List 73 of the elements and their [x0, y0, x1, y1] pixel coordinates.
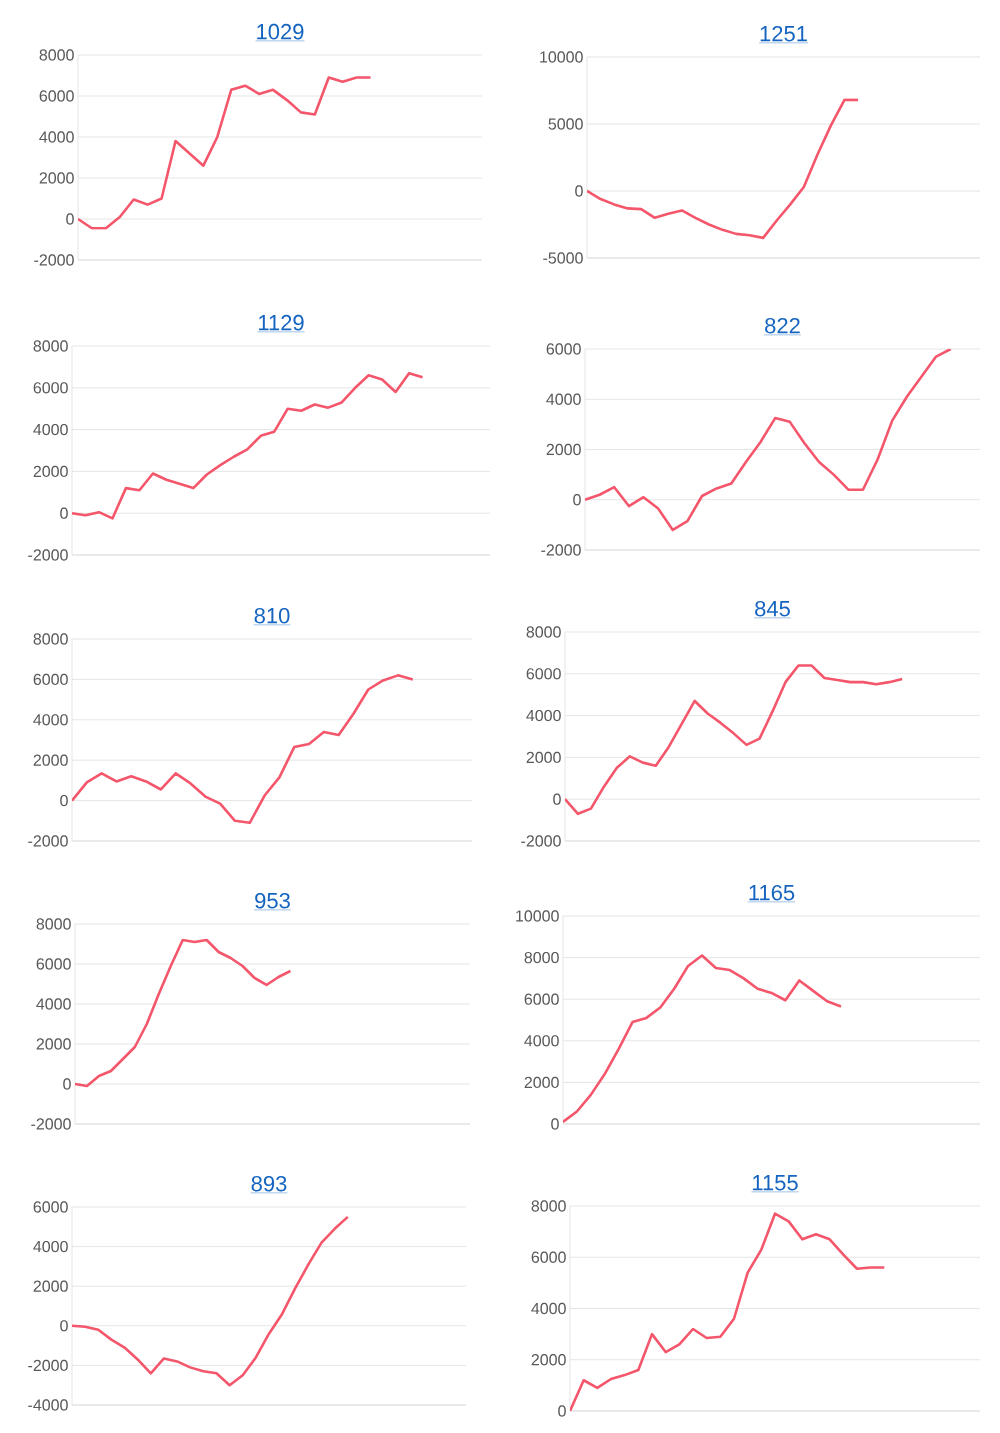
- y-tick-label: 6000: [524, 993, 559, 1005]
- chart-title: 1165: [749, 884, 795, 901]
- y-tick-label: -5000: [543, 252, 583, 264]
- chart-title: 953: [255, 892, 290, 909]
- y-tick-label: 0: [551, 1118, 559, 1130]
- y-tick-label: 0: [60, 507, 68, 519]
- y-tick-label: 6000: [39, 90, 74, 102]
- y-tick-label: 0: [573, 494, 581, 506]
- line-series: [72, 674, 415, 825]
- y-tick-label: -2000: [34, 254, 74, 266]
- y-tick-label: 4000: [36, 998, 71, 1010]
- y-tick-label: 4000: [33, 1240, 68, 1253]
- y-tick-label: 4000: [33, 423, 68, 436]
- y-tick-label: 4000: [526, 709, 561, 722]
- y-tick-label: 8000: [524, 951, 559, 964]
- y-tick-label: 0: [66, 213, 74, 225]
- y-tick-label: 2000: [526, 751, 561, 764]
- line-series: [570, 1212, 886, 1411]
- chart-title: 893: [251, 1175, 287, 1192]
- y-tick-label: -2000: [521, 835, 561, 847]
- y-tick-label: 2000: [524, 1076, 559, 1089]
- y-tick-label: 6000: [526, 668, 561, 680]
- y-tick-label: 0: [60, 1320, 68, 1332]
- y-tick-label: 2000: [546, 443, 581, 456]
- y-tick-label: 4000: [524, 1035, 559, 1047]
- y-tick-label: -2000: [28, 1359, 68, 1372]
- y-tick-label: 8000: [33, 633, 68, 645]
- y-tick-label: 10000: [516, 910, 559, 922]
- y-tick-label: 0: [63, 1078, 71, 1090]
- chart-title: 822: [765, 317, 800, 334]
- y-tick-label: 0: [60, 794, 68, 807]
- line-series: [563, 954, 843, 1124]
- y-tick-label: 10000: [540, 51, 583, 63]
- y-tick-label: 4000: [33, 714, 68, 726]
- y-tick-label: 6000: [531, 1251, 566, 1263]
- y-tick-label: -2000: [28, 549, 68, 561]
- y-tick-label: 6000: [546, 343, 581, 355]
- y-tick-label: 6000: [36, 958, 71, 970]
- y-tick-label: 2000: [33, 465, 68, 478]
- y-tick-label: 6000: [33, 1201, 68, 1213]
- y-tick-label: -2000: [28, 835, 68, 847]
- y-tick-label: -4000: [28, 1399, 68, 1411]
- y-tick-label: 4000: [546, 393, 581, 405]
- y-tick-label: 2000: [531, 1354, 566, 1366]
- y-tick-label: 8000: [33, 340, 68, 352]
- line-series: [587, 98, 860, 240]
- chart-title: 845: [755, 600, 790, 617]
- y-tick-label: 2000: [33, 754, 68, 766]
- chart-title: 1155: [753, 1175, 798, 1191]
- y-tick-label: 2000: [39, 172, 74, 184]
- chart-title: 1129: [259, 314, 304, 331]
- chart-title: 810: [254, 607, 290, 624]
- line-series: [72, 1215, 350, 1387]
- y-tick-label: 6000: [33, 382, 68, 394]
- line-series: [75, 938, 292, 1088]
- y-tick-label: -2000: [31, 1118, 71, 1130]
- line-series: [565, 664, 904, 816]
- y-tick-label: 4000: [39, 131, 74, 143]
- y-tick-label: 8000: [526, 626, 561, 638]
- y-tick-label: -2000: [541, 544, 581, 556]
- chart-title: 1251: [760, 25, 807, 42]
- y-tick-label: 5000: [548, 118, 583, 130]
- y-tick-label: 8000: [36, 918, 71, 930]
- y-tick-label: 8000: [531, 1200, 566, 1212]
- y-tick-label: 6000: [33, 673, 68, 686]
- y-tick-label: 4000: [531, 1302, 566, 1315]
- chart-title: 1029: [257, 23, 304, 40]
- y-tick-label: 0: [553, 793, 561, 805]
- y-tick-label: 0: [558, 1405, 566, 1417]
- y-tick-label: 2000: [33, 1280, 68, 1292]
- y-tick-label: 2000: [36, 1038, 71, 1050]
- y-tick-label: 0: [575, 185, 583, 197]
- y-tick-label: 8000: [39, 49, 74, 61]
